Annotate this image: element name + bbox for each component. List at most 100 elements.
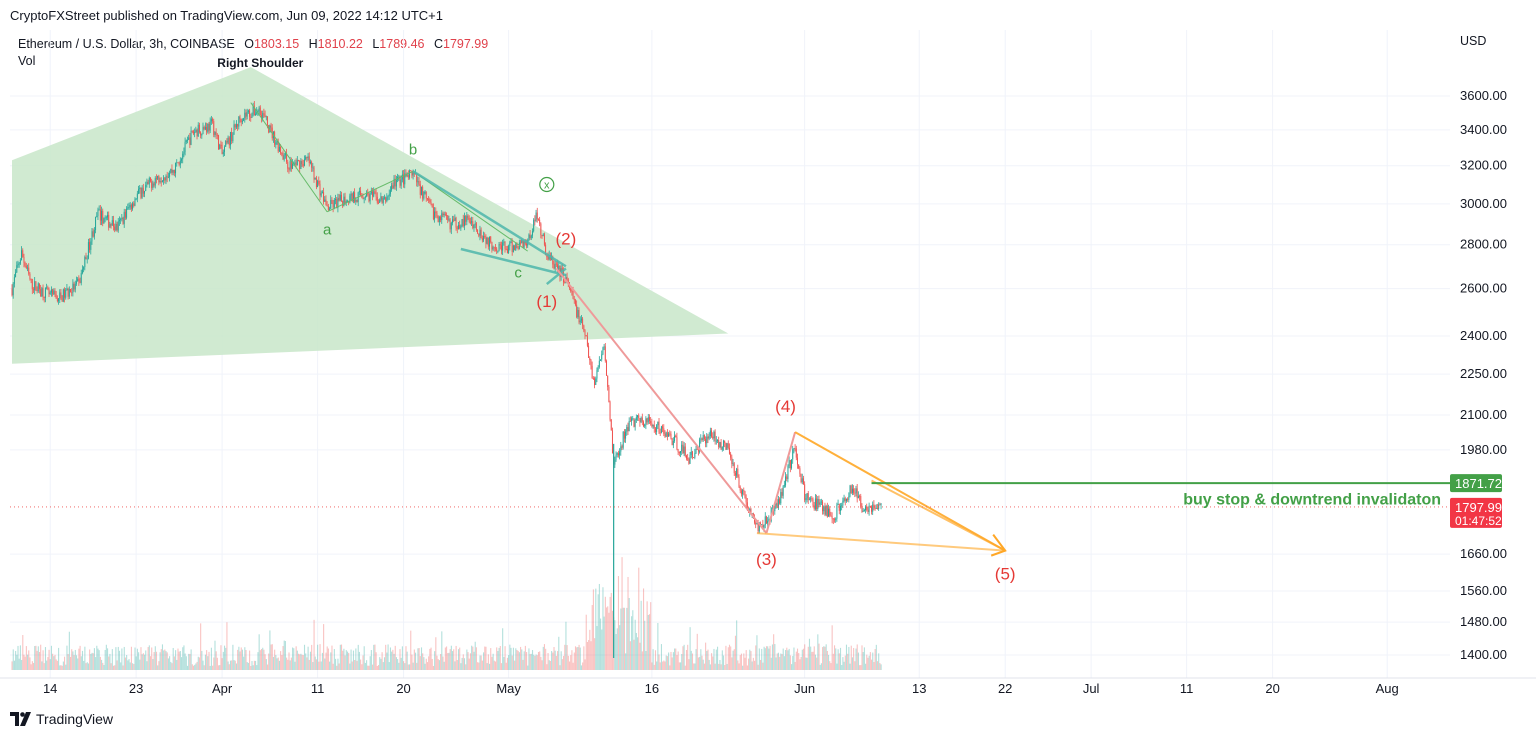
- volume-bar: [239, 651, 241, 670]
- candle-body: [379, 199, 381, 203]
- volume-bar: [435, 637, 437, 670]
- volume-bar: [60, 665, 62, 670]
- candle-body: [250, 116, 252, 118]
- volume-bar: [218, 665, 220, 670]
- volume-bar: [324, 658, 326, 670]
- volume-bar: [602, 587, 604, 670]
- volume-bar: [356, 660, 358, 670]
- candle-body: [517, 248, 519, 249]
- volume-bar: [590, 641, 592, 670]
- volume-bar: [592, 589, 594, 670]
- candle-body: [234, 124, 236, 128]
- candle-body: [542, 234, 544, 237]
- volume-bar: [142, 653, 144, 670]
- volume-bar: [317, 644, 319, 670]
- candle-body: [393, 178, 395, 189]
- volume-bar: [144, 654, 146, 670]
- volume-bar: [832, 653, 834, 670]
- candle-body: [21, 250, 23, 261]
- candle-body: [376, 196, 378, 203]
- volume-bar: [244, 647, 246, 670]
- volume-bar: [46, 660, 48, 670]
- price-axis[interactable]: 3600.003400.003200.003000.002800.002600.…: [1450, 88, 1507, 662]
- volume-bar: [195, 663, 197, 670]
- candle-body: [31, 279, 33, 290]
- volume-bar: [780, 653, 782, 670]
- volume-bar: [132, 663, 134, 670]
- candle-body: [720, 442, 722, 450]
- candle-body: [219, 144, 221, 150]
- candle-body: [289, 161, 291, 170]
- candle-body: [198, 124, 200, 133]
- volume-bar: [363, 646, 365, 670]
- currency-label[interactable]: USD: [1460, 34, 1487, 48]
- candle-body: [561, 268, 563, 271]
- candle-body: [24, 262, 26, 266]
- candle-body: [774, 505, 776, 512]
- candle-body: [308, 156, 310, 164]
- volume-bar: [202, 660, 204, 670]
- candle-body: [483, 236, 485, 241]
- volume-bar: [471, 645, 473, 670]
- volume-bar: [462, 654, 464, 670]
- candle-body: [603, 346, 605, 348]
- volume-bar: [492, 653, 494, 670]
- volume-legend[interactable]: Vol: [18, 54, 36, 68]
- volume-bar: [102, 662, 104, 670]
- volume-bar: [231, 660, 233, 670]
- volume-bar: [505, 662, 507, 670]
- volume-bar: [500, 663, 503, 670]
- volume-bar: [321, 652, 323, 670]
- volume-bar: [284, 641, 286, 670]
- candle-body: [868, 505, 870, 513]
- candle-body: [75, 281, 77, 284]
- candle-body: [497, 250, 499, 252]
- volume-bar: [848, 646, 850, 670]
- volume-bar: [16, 654, 18, 670]
- volume-bar: [241, 649, 243, 670]
- volume-bar: [290, 657, 292, 670]
- candle-body: [835, 518, 837, 520]
- tradingview-logo[interactable]: TradingView: [10, 711, 113, 727]
- volume-bar: [614, 620, 616, 670]
- volume-bar: [737, 660, 739, 670]
- volume-bar: [283, 640, 285, 670]
- candle-body: [674, 435, 676, 441]
- candle-body: [506, 249, 508, 253]
- candle-body: [714, 431, 716, 442]
- volume-bar: [474, 641, 476, 670]
- candle-body: [718, 440, 720, 448]
- x-tick-label: 20: [1265, 681, 1279, 696]
- candle-body: [179, 160, 181, 165]
- time-axis[interactable]: 14 23 Apr 11 20 May 16 Jun 13 22 Jul 11 20 Aug: [0, 677, 1536, 696]
- candle-body: [486, 237, 488, 244]
- candle-body: [621, 446, 623, 448]
- candle-body: [266, 116, 268, 126]
- candle-body: [843, 498, 845, 501]
- candle-body: [233, 124, 235, 135]
- candle-body: [373, 191, 375, 197]
- candle-body: [502, 242, 504, 251]
- wave-5-arrowhead: [990, 534, 1007, 557]
- candle-body: [385, 197, 387, 202]
- volume-bar: [836, 663, 838, 670]
- volume-bar: [382, 662, 384, 670]
- candle-body: [455, 217, 457, 228]
- x-tick-label: 14: [43, 681, 57, 696]
- x-tick-label: Aug: [1376, 681, 1399, 696]
- candle-body: [153, 183, 155, 186]
- candle-body: [536, 212, 538, 220]
- volume-bar: [654, 650, 657, 670]
- candle-body: [781, 492, 783, 496]
- volume-bar: [478, 662, 480, 670]
- volume-bar: [398, 662, 400, 670]
- symbol-name[interactable]: Ethereum / U.S. Dollar, 3h, COINBASE: [18, 37, 235, 51]
- volume-bar: [92, 653, 94, 670]
- volume-bar: [785, 650, 787, 670]
- candle-body: [117, 221, 119, 231]
- volume-bar: [588, 640, 590, 670]
- volume-bar: [274, 649, 276, 670]
- candle-body: [349, 195, 351, 203]
- volume-bar: [851, 657, 853, 670]
